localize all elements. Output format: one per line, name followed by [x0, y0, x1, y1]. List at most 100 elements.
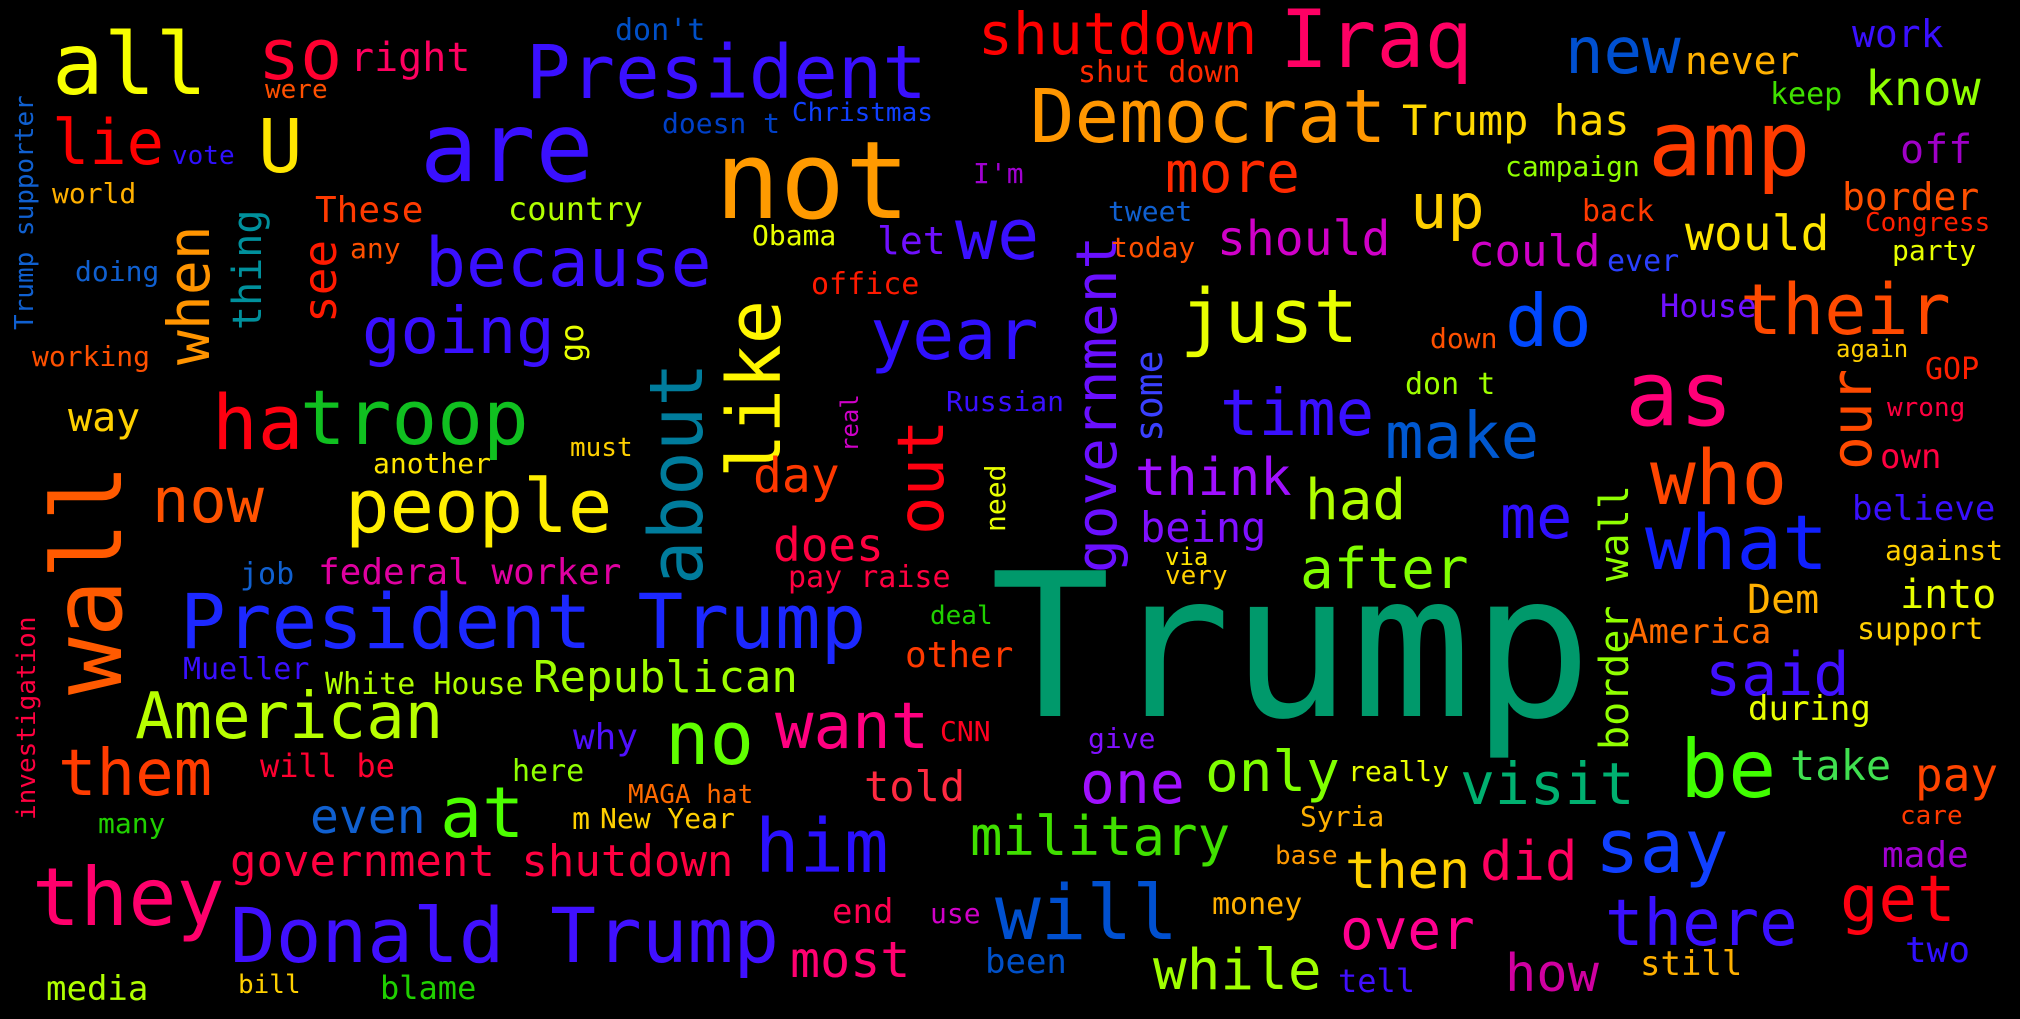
word: make — [1385, 400, 1540, 474]
word: day — [753, 448, 840, 504]
word: vote — [172, 141, 235, 171]
word: bill — [238, 970, 301, 1000]
word: off — [1900, 127, 1973, 173]
word: keep — [1770, 77, 1843, 112]
word: told — [864, 762, 966, 811]
word: as — [1625, 342, 1734, 447]
word: know — [1865, 61, 1981, 117]
word: now — [152, 464, 264, 537]
word: money — [1212, 887, 1303, 922]
word: when — [155, 225, 223, 365]
word: GOP — [1925, 352, 1980, 387]
word: them — [58, 737, 213, 811]
word: get — [1840, 863, 1956, 937]
word: time — [1220, 377, 1375, 451]
word: House — [1660, 287, 1757, 325]
word: support — [1857, 612, 1984, 647]
word: Iraq — [1280, 0, 1473, 86]
word: today — [1111, 231, 1196, 264]
word: doing — [75, 255, 160, 288]
word: Trump — [990, 531, 1593, 764]
word: visit — [1460, 750, 1635, 818]
word: These — [315, 190, 424, 231]
word: our — [1820, 368, 1885, 470]
word: had — [1305, 468, 1407, 533]
word: deal — [930, 601, 993, 631]
word: Trump has — [1402, 96, 1630, 145]
word: Dem — [1747, 577, 1820, 623]
word: no — [665, 696, 755, 782]
word: blame — [380, 969, 477, 1007]
word: their — [1740, 269, 1951, 351]
word: use — [930, 897, 981, 930]
word: military — [970, 805, 1231, 868]
word: does — [773, 518, 884, 572]
word: into — [1900, 572, 1997, 618]
word: investigation — [12, 616, 42, 821]
word: why — [573, 717, 639, 758]
word: really — [1348, 755, 1450, 788]
word: amp — [1648, 92, 1811, 197]
word: base — [1275, 841, 1338, 871]
word: should — [1217, 211, 1391, 267]
word: one — [1080, 749, 1185, 817]
word: end — [832, 892, 894, 932]
word: many — [98, 807, 166, 840]
word: campaign — [1505, 150, 1640, 183]
word: way — [68, 395, 141, 441]
word: pay — [1915, 748, 1999, 802]
word: said — [1705, 640, 1850, 710]
word: more — [1165, 141, 1300, 206]
word: did — [1480, 830, 1578, 893]
word: are — [420, 92, 594, 204]
word: shut down — [1078, 55, 1241, 90]
word: who — [1650, 433, 1788, 522]
word: must — [570, 433, 633, 463]
word: right — [350, 35, 471, 81]
word: how — [1505, 944, 1599, 1004]
word: lie — [52, 106, 164, 179]
word: shutdown — [978, 0, 1258, 68]
word: Russian — [946, 385, 1065, 418]
word: country — [508, 190, 643, 228]
word: do — [1505, 279, 1592, 363]
word: Donald Trump — [230, 891, 780, 980]
word: being — [1140, 503, 1267, 552]
word: never — [1685, 39, 1800, 83]
word: Syria — [1300, 800, 1385, 833]
word: believe — [1852, 489, 1996, 529]
word: Christmas — [792, 98, 933, 128]
word: even — [310, 789, 426, 845]
word: via — [1165, 543, 1209, 571]
word: need — [979, 464, 1012, 532]
word: then — [1345, 841, 1471, 901]
word: Obama — [752, 219, 837, 252]
word: about — [634, 362, 720, 585]
word: doesn t — [662, 107, 781, 140]
word: another — [373, 447, 492, 480]
word: some — [1127, 350, 1171, 442]
word: going — [362, 295, 555, 369]
word: made — [1882, 835, 1969, 876]
word: border — [1842, 175, 1980, 219]
word: him — [755, 804, 889, 890]
word: think — [1135, 448, 1292, 508]
word: during — [1748, 689, 1871, 729]
word: let — [877, 219, 946, 263]
word: working — [32, 340, 151, 373]
word: year — [870, 294, 1039, 376]
word: America — [1628, 612, 1772, 652]
word: just — [1180, 274, 1359, 360]
word: would — [1685, 206, 1830, 262]
word: office — [811, 267, 920, 302]
word: will — [995, 868, 1179, 957]
word: own — [1880, 437, 1942, 477]
word: not — [715, 119, 911, 244]
word: American — [135, 680, 444, 754]
word: there — [1605, 887, 1798, 961]
word: out — [885, 419, 959, 535]
word: White House — [325, 667, 524, 702]
word: ha — [212, 378, 304, 467]
word: troop — [300, 373, 529, 462]
word: while — [1153, 938, 1322, 1003]
